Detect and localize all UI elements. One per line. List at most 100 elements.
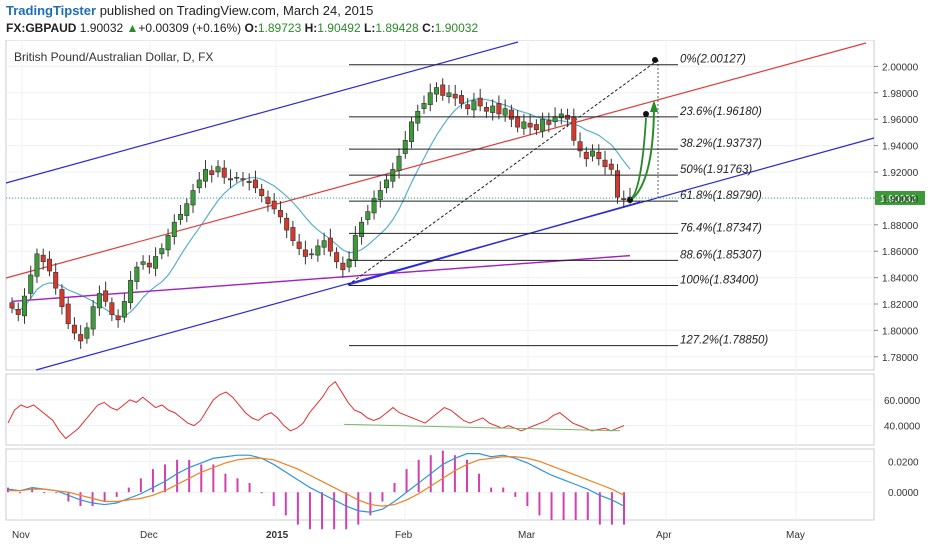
candle-body xyxy=(184,203,190,216)
candle-body xyxy=(71,324,77,334)
macd-hist-bar xyxy=(514,492,517,497)
candle-body xyxy=(409,121,415,142)
candle-body xyxy=(458,95,464,104)
chart-area[interactable]: 0%(2.00127) 23.6%(1.96180) 38.2%(1.93737) 5… xyxy=(0,40,932,550)
candle-body xyxy=(190,190,196,206)
x-tick-label: Feb xyxy=(395,530,413,541)
macd-hist-bar xyxy=(31,487,34,493)
macd-hist-bar xyxy=(550,492,553,520)
macd-hist-bar xyxy=(453,455,456,493)
y-tick-label: 1.80000 xyxy=(882,326,919,337)
channel-upper-line xyxy=(5,41,519,184)
candle-body xyxy=(502,108,508,116)
candle-body xyxy=(290,227,296,241)
x-tick-label: Dec xyxy=(140,530,158,541)
arrow-head-icon xyxy=(650,100,658,112)
candle-body xyxy=(65,303,71,325)
y-tick-label: 1.94000 xyxy=(882,142,919,153)
macd-hist-bar xyxy=(103,492,106,502)
candle-body xyxy=(271,200,277,210)
candle-body xyxy=(546,120,552,125)
close-value: 1.90032 xyxy=(434,21,479,35)
candle-body xyxy=(115,315,121,321)
publish-text: published on TradingView.com, March 24, … xyxy=(99,3,374,18)
candle-body xyxy=(334,252,340,263)
macd-hist-bar xyxy=(43,492,46,494)
candle-body xyxy=(96,293,102,309)
author-name[interactable]: TradingTipster xyxy=(6,3,97,18)
candle-body xyxy=(196,179,202,189)
macd-hist-bar xyxy=(357,492,360,525)
candle-body xyxy=(28,274,34,294)
candle-body xyxy=(109,302,115,315)
candle-body xyxy=(265,196,271,204)
chart-header: TradingTipster published on TradingView.… xyxy=(0,0,932,40)
candle-body xyxy=(540,118,546,132)
candle-body xyxy=(577,141,583,152)
candle-body xyxy=(46,258,52,272)
macd-hist-bar xyxy=(200,464,203,493)
candle-body xyxy=(452,93,458,99)
y-tick-label: 2.00000 xyxy=(882,62,919,73)
high-value: 1.90492 xyxy=(317,21,361,35)
candle-body xyxy=(203,169,209,182)
x-tick-label: Apr xyxy=(656,530,672,541)
candle-body xyxy=(359,221,365,237)
ma-short-line xyxy=(11,98,631,318)
macd-hist-bar xyxy=(441,450,444,493)
candle-body xyxy=(602,159,608,168)
macd-tick-label: 0.0200 xyxy=(888,457,919,468)
pivot-point xyxy=(643,111,649,117)
last-price-tag xyxy=(875,190,925,205)
candle-body xyxy=(596,151,602,160)
candle-body xyxy=(121,301,127,318)
pivot-point xyxy=(652,57,658,63)
macd-hist-bar xyxy=(296,492,299,525)
macd-hist-bar xyxy=(321,492,324,530)
candle-body xyxy=(465,104,471,109)
fib-level-label: 38.2%(1.93737) xyxy=(680,138,762,150)
macd-hist-bar xyxy=(260,492,263,494)
candle-body xyxy=(209,170,215,175)
candle-body xyxy=(165,235,171,251)
candle-body xyxy=(471,100,477,111)
price-change: +0.00309 (+0.16%) xyxy=(138,21,242,35)
candle-body xyxy=(583,151,589,160)
candle-body xyxy=(365,211,371,220)
candle-body xyxy=(427,92,433,105)
y-tick-label: 1.96000 xyxy=(882,115,919,126)
candle-body xyxy=(615,170,621,198)
candle-body xyxy=(483,107,489,112)
symbol[interactable]: FX:GBPAUD xyxy=(6,21,77,35)
candle-body xyxy=(53,272,59,289)
macd-hist-bar xyxy=(151,469,154,493)
candle-body xyxy=(621,198,627,201)
candle-body xyxy=(134,266,140,282)
y-tick-label: 1.90000 xyxy=(882,194,919,205)
macd-hist-bar xyxy=(417,459,420,493)
candle-body xyxy=(327,237,333,252)
candle-body xyxy=(296,241,302,249)
y-tick-label: 1.82000 xyxy=(882,300,919,311)
candle-body xyxy=(515,116,521,128)
fib-level-label: 100%(1.83400) xyxy=(680,275,759,287)
macd-hist-bar xyxy=(19,492,22,494)
x-tick-label: Nov xyxy=(12,530,30,541)
rsi-tick-label: 40.0000 xyxy=(884,422,921,433)
candle-body xyxy=(128,279,134,303)
x-tick-label: Mar xyxy=(518,530,536,541)
candle-body xyxy=(140,261,146,265)
candle-body xyxy=(440,84,446,96)
macd-hist-bar xyxy=(176,459,179,493)
macd-hist-bar xyxy=(526,492,529,507)
fib-level-label: 50%(1.91763) xyxy=(680,164,752,176)
macd-hist-bar xyxy=(248,482,251,493)
pane-frame xyxy=(5,40,875,371)
projection-arrow-line xyxy=(627,103,655,203)
macd-hist-bar xyxy=(345,492,348,530)
publish-info: TradingTipster published on TradingView.… xyxy=(6,3,373,18)
fib-level-label: 61.8%(1.89790) xyxy=(680,190,762,202)
macd-hist-bar xyxy=(465,459,468,493)
last-price-tag-label: 1.90032 xyxy=(880,194,917,205)
low-value: 1.89428 xyxy=(375,21,419,35)
